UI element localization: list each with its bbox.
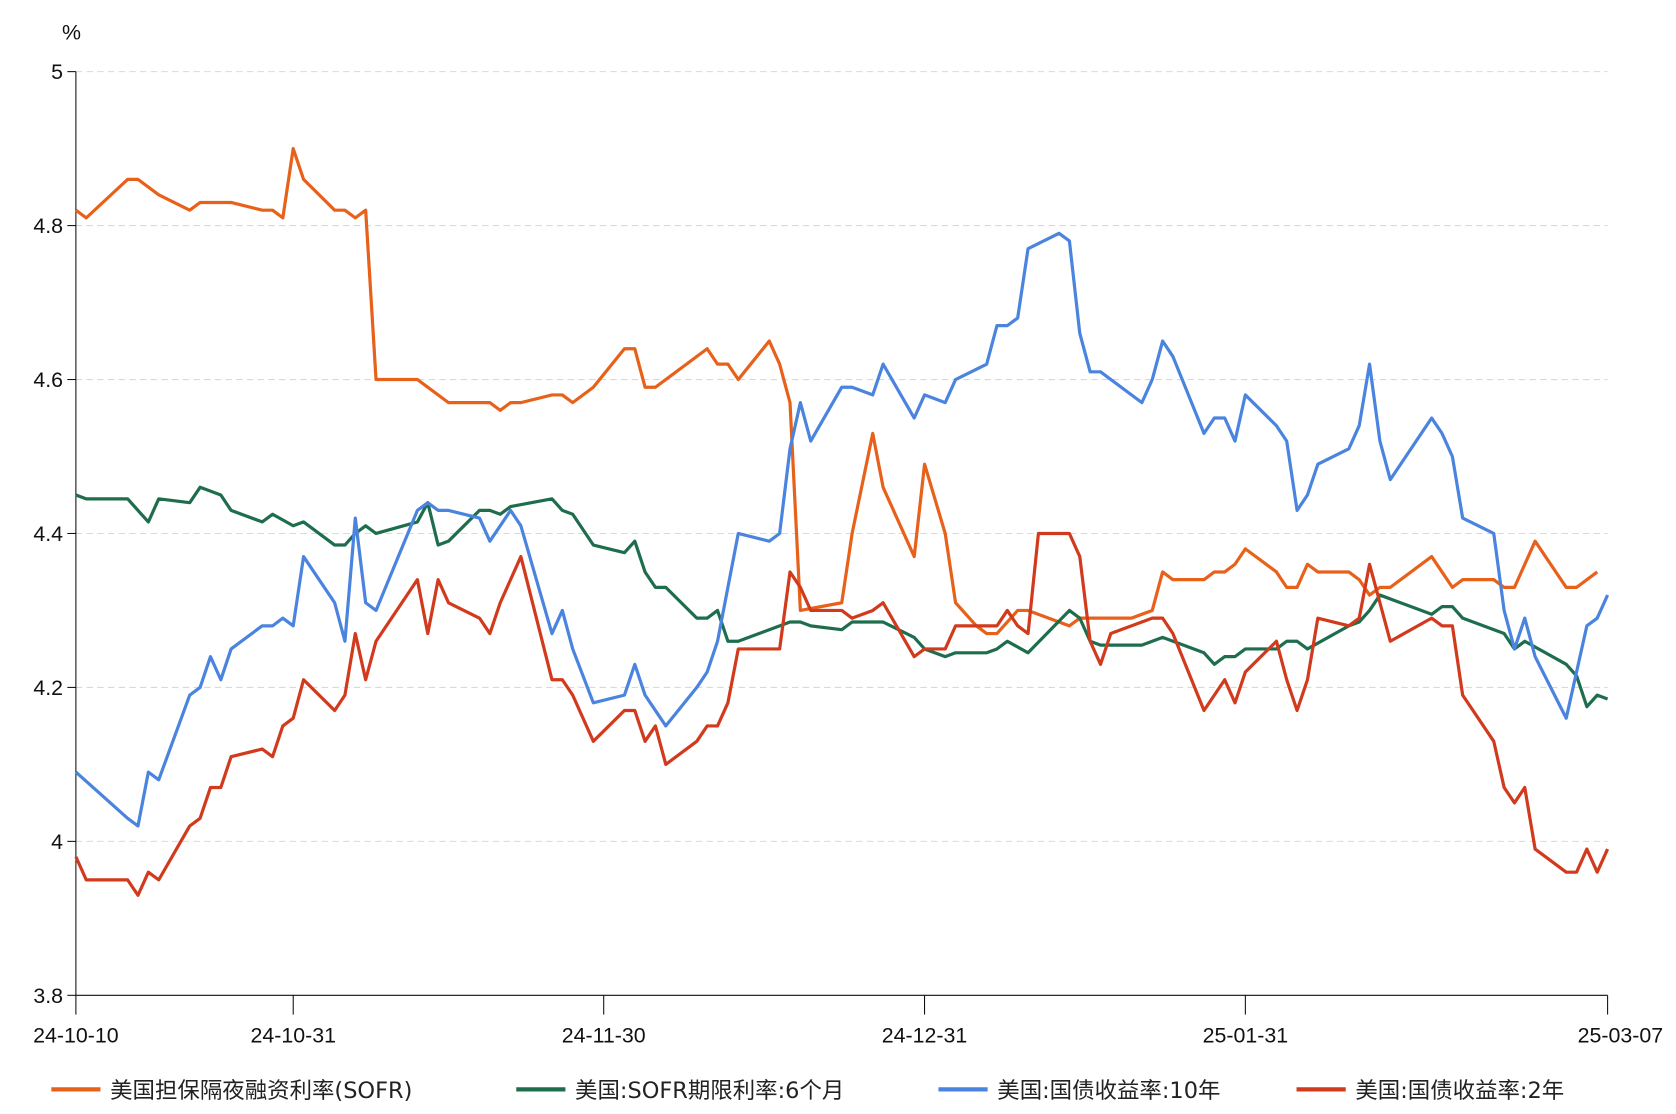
x-tick-label: 25-03-07 [1578,1023,1664,1047]
gridlines [75,71,1608,842]
legend-item: 美国:国债收益率:10年 [938,1078,1220,1104]
legend-item: 美国担保隔夜融资利率(SOFR) [51,1078,412,1104]
x-tick-label: 24-10-10 [33,1023,119,1047]
y-tick-label: 4.8 [33,214,63,238]
series-line-2 [74,231,1610,828]
legend-item: 美国:SOFR期限利率:6个月 [516,1078,844,1104]
legend: 美国担保隔夜融资利率(SOFR) 美国:SOFR期限利率:6个月 美国:国债收益率:… [51,1078,1564,1104]
legend-label: 美国:SOFR期限利率:6个月 [575,1078,844,1104]
x-tick-label: 25-01-31 [1203,1023,1289,1047]
y-tick-label: 3.8 [33,984,63,1008]
y-axis-unit-label: % [62,21,81,45]
series-line-3 [74,531,1610,897]
x-tick-label: 24-10-31 [250,1023,336,1047]
legend-label: 美国:国债收益率:10年 [997,1078,1220,1104]
legend-label: 美国担保隔夜融资利率(SOFR) [110,1078,412,1104]
y-tick-label: 4.2 [33,676,63,700]
y-tick-label: 4.6 [33,368,63,392]
series-lines [74,147,1610,897]
axes: 3.8 4 4.2 4.4 4.6 4.8 5 24-10-10 24-10-31 24-11-3… [33,60,1663,1047]
y-tick-label: 4 [51,830,63,854]
y-tick-label: 5 [51,60,63,84]
x-tick-label: 24-12-31 [882,1023,968,1047]
legend-item: 美国:国债收益率:2年 [1296,1078,1564,1104]
series-line-0 [74,147,1599,636]
y-tick-label: 4.4 [33,522,63,546]
x-tick-label: 24-11-30 [562,1023,646,1047]
legend-label: 美国:国债收益率:2年 [1355,1078,1564,1104]
